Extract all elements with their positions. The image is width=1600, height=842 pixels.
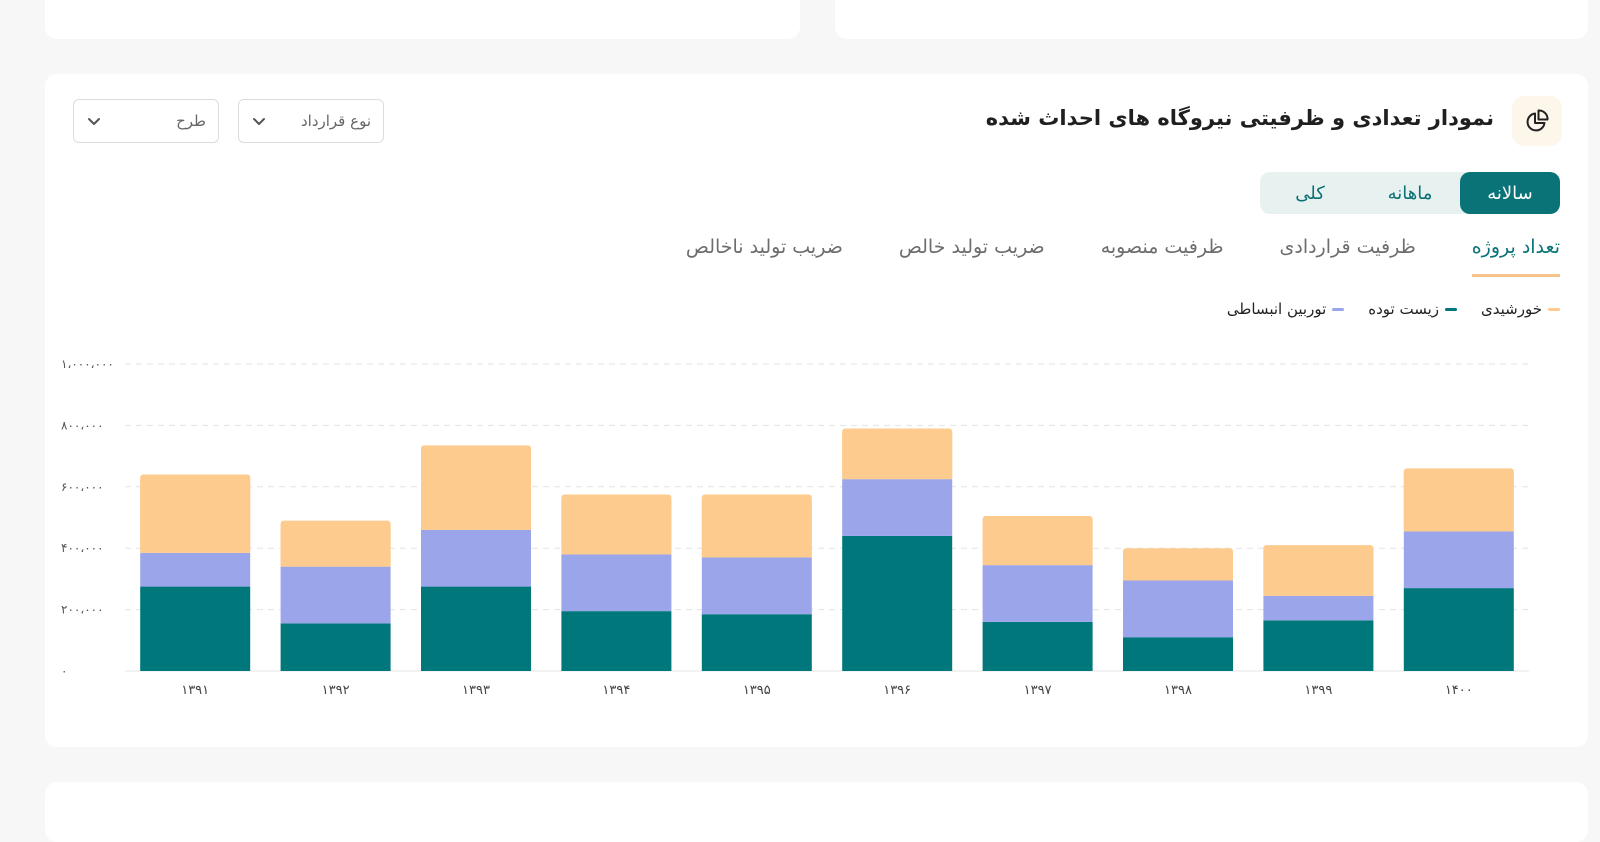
contract-type-select[interactable]: نوع قرارداد — [238, 99, 384, 143]
bar-segment — [140, 552, 251, 587]
tab-total[interactable]: کلی — [1295, 182, 1325, 204]
bar-segment-fill — [561, 498, 672, 555]
bar-segment — [1263, 595, 1374, 621]
period-tabs: سالانه ماهانه کلی — [1260, 172, 1560, 214]
plan-select[interactable]: طرح — [73, 99, 219, 143]
top-right-card — [835, 0, 1588, 39]
legend-swatch-expansion-turbine — [1332, 307, 1345, 311]
contract-type-select-label: نوع قرارداد — [300, 112, 371, 130]
tab-contract-capacity[interactable]: ظرفیت قراردادی — [1279, 236, 1416, 258]
chart-title: نمودار تعدادی و ظرفیتی نیروگاه های احداث… — [985, 106, 1494, 130]
legend-swatch-biomass — [1445, 307, 1458, 311]
top-left-card — [45, 0, 800, 39]
bar-segment — [1123, 580, 1233, 638]
legend-item-expansion-turbine[interactable]: توربین انبساطی — [1226, 300, 1345, 318]
tab-installed-capacity[interactable]: ظرفیت منصوبه — [1100, 236, 1224, 258]
stacked-bar-chart: ۰ ۲۰۰،۰۰۰ ۴۰۰،۰۰۰ ۶۰۰،۰۰۰ ۸۰۰،۰۰۰ ۱،۰۰۰،۰۰۰ ۱۳… — [61, 357, 1529, 698]
x-tick-label: ۱۳۹۸ — [1164, 683, 1192, 698]
tab-monthly[interactable]: ماهانه — [1387, 182, 1433, 204]
y-tick-label: ۱،۰۰۰،۰۰۰ — [61, 357, 114, 371]
chart-card-header: نمودار تعدادی و ظرفیتی نیروگاه های احداث… — [45, 74, 1588, 166]
bar-segment — [421, 586, 531, 671]
x-tick-label: ۱۳۹۳ — [462, 683, 490, 698]
x-tick-label: ۱۳۹۵ — [743, 683, 771, 698]
plants-chart-card: نمودار تعدادی و ظرفیتی نیروگاه های احداث… — [45, 74, 1588, 747]
bar-segment — [842, 535, 953, 671]
x-tick-label: ۱۳۹۷ — [1024, 683, 1052, 698]
plan-select-label: طرح — [176, 112, 206, 130]
bar-segment-fill — [280, 524, 391, 567]
bar-segment-fill — [1123, 552, 1233, 581]
bar-segment — [982, 621, 1093, 671]
x-tick-label: ۱۴۰۰ — [1445, 683, 1473, 698]
bar-segment-fill — [842, 432, 953, 480]
bar-segment-fill — [701, 498, 812, 558]
bar-segment — [701, 557, 812, 615]
tab-project-count[interactable]: تعداد پروژه — [1471, 236, 1560, 277]
bar-segment-fill — [1263, 549, 1374, 596]
bar-segment — [982, 565, 1093, 622]
x-tick-label: ۱۳۹۹ — [1304, 683, 1332, 698]
x-tick-label: ۱۳۹۴ — [602, 683, 630, 698]
legend-label-solar: خورشیدی — [1481, 300, 1542, 318]
y-tick-label: ۲۰۰،۰۰۰ — [61, 603, 104, 617]
bottom-card — [45, 782, 1588, 842]
tab-net-production-factor[interactable]: ضریب تولید خالص — [898, 236, 1045, 258]
y-tick-label: ۶۰۰،۰۰۰ — [61, 480, 104, 494]
bar-segment — [842, 479, 953, 536]
y-tick-label: ۴۰۰،۰۰۰ — [61, 541, 104, 555]
bar-segment — [1403, 588, 1514, 671]
bar-segment-fill — [982, 519, 1093, 566]
chevron-down-icon — [86, 113, 102, 129]
bar-segment — [280, 566, 391, 624]
bar-segment — [561, 611, 672, 671]
bar-segment — [421, 529, 531, 587]
bar-segment — [701, 614, 812, 671]
x-tick-label: ۱۳۹۱ — [181, 683, 209, 698]
bar-segment — [1263, 620, 1374, 671]
legend-label-biomass: زیست توده — [1368, 300, 1440, 318]
legend-item-biomass[interactable]: زیست توده — [1368, 300, 1458, 318]
legend-label-expansion-turbine: توربین انبساطی — [1226, 300, 1327, 318]
bar-segment-fill — [140, 478, 251, 553]
x-tick-label: ۱۳۹۲ — [322, 683, 350, 698]
bar-segment — [280, 623, 391, 671]
chart-legend: خورشیدی زیست توده توربین انبساطی — [1227, 300, 1560, 318]
legend-swatch-solar — [1548, 307, 1560, 311]
y-tick-label: ۰ — [61, 664, 67, 678]
y-tick-label: ۸۰۰،۰۰۰ — [61, 418, 104, 432]
tab-gross-production-factor[interactable]: ضریب تولید ناخالص — [685, 236, 843, 258]
bar-segment — [561, 554, 672, 612]
pie-chart-icon — [1512, 96, 1562, 146]
chevron-down-icon — [251, 113, 267, 129]
bar-segment — [1123, 637, 1233, 671]
metric-tabs: تعداد پروژه ظرفیت قراردادی ظرفیت منصوبه … — [686, 236, 1560, 277]
bar-segment-fill — [1403, 472, 1514, 532]
bar-segment-fill — [421, 449, 531, 530]
x-tick-label: ۱۳۹۶ — [883, 683, 911, 698]
tab-yearly[interactable]: سالانه — [1460, 172, 1560, 214]
bar-segment — [1403, 531, 1514, 589]
legend-item-solar[interactable]: خورشیدی — [1481, 300, 1560, 318]
bar-segment — [140, 586, 251, 671]
